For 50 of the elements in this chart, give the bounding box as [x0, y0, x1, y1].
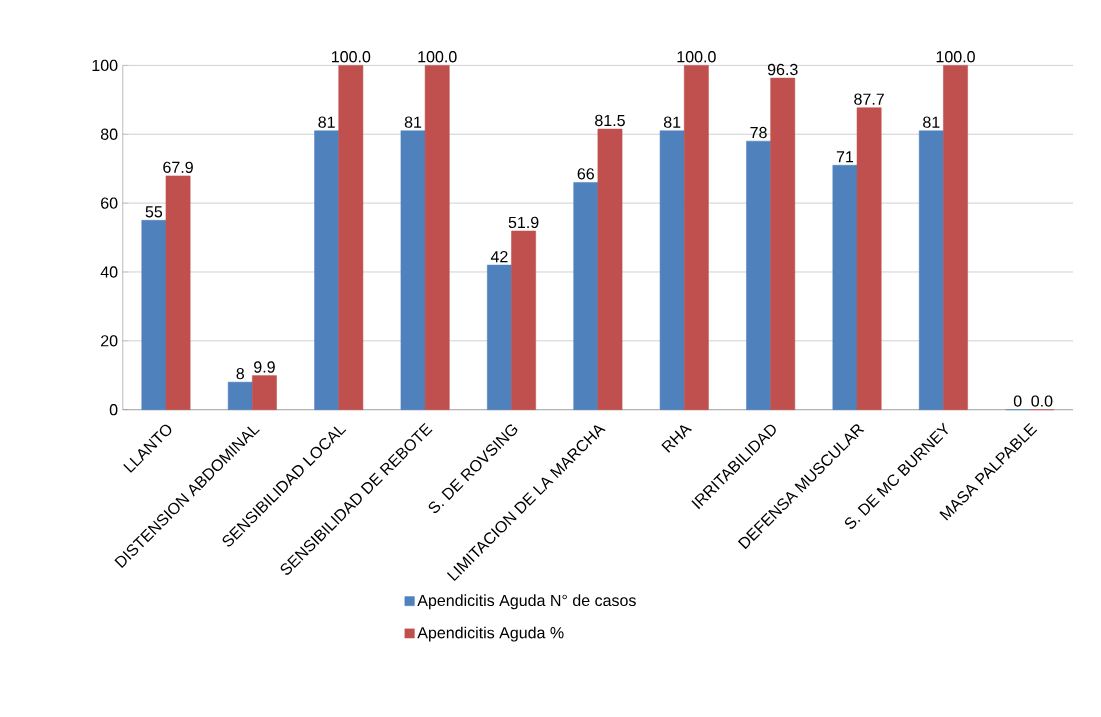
- data-label: 0.0: [1031, 395, 1053, 407]
- data-label: 51.9: [508, 216, 539, 229]
- y-tick-label: 20: [101, 335, 118, 347]
- bar: [573, 182, 599, 411]
- data-label: 66: [577, 168, 594, 180]
- bar: [659, 130, 685, 411]
- y-tick-label: 100: [92, 59, 118, 72]
- bar: [338, 65, 364, 411]
- y-tick-label: 0: [109, 404, 118, 416]
- bar: [424, 65, 450, 411]
- legend-label: Apendicitis Aguda %: [417, 626, 564, 642]
- bar: [597, 128, 623, 411]
- bar: [746, 141, 771, 411]
- legend-label: Apendicitis Aguda N° de casos: [417, 594, 636, 610]
- data-label: 100.0: [677, 51, 716, 63]
- data-label: 100.0: [418, 51, 457, 63]
- bar: [856, 107, 882, 411]
- data-label: 96.3: [767, 64, 798, 76]
- bar: [314, 130, 339, 411]
- bar: [832, 165, 858, 411]
- y-tick-label: 60: [101, 197, 118, 209]
- data-label: 42: [490, 251, 508, 263]
- y-tick-label: 40: [100, 266, 118, 278]
- bar: [770, 78, 796, 411]
- bar: [252, 375, 277, 411]
- data-label: 55: [145, 206, 163, 218]
- bar: [141, 220, 167, 411]
- bar: [165, 175, 191, 411]
- data-label: 71: [836, 151, 854, 163]
- data-label: 9.9: [254, 361, 275, 373]
- data-label: 81.5: [595, 114, 625, 127]
- bar: [400, 130, 426, 411]
- data-label: 81: [404, 116, 422, 129]
- data-label: 100.0: [936, 51, 975, 63]
- bar: [683, 65, 709, 411]
- bar: [943, 65, 968, 411]
- bar: [227, 382, 253, 411]
- data-label: 67.9: [163, 161, 193, 174]
- data-label: 0: [1013, 395, 1022, 407]
- bar: [918, 130, 944, 411]
- data-label: 81: [923, 116, 940, 129]
- y-tick-label: 80: [100, 128, 118, 141]
- bar: [487, 264, 512, 411]
- data-label: 81: [663, 116, 681, 129]
- data-label: 8: [236, 368, 245, 380]
- data-label: 78: [750, 127, 767, 139]
- data-label: 87.7: [854, 93, 884, 105]
- bar: [511, 230, 536, 411]
- data-label: 100.0: [332, 51, 371, 63]
- data-label: 81: [318, 116, 335, 129]
